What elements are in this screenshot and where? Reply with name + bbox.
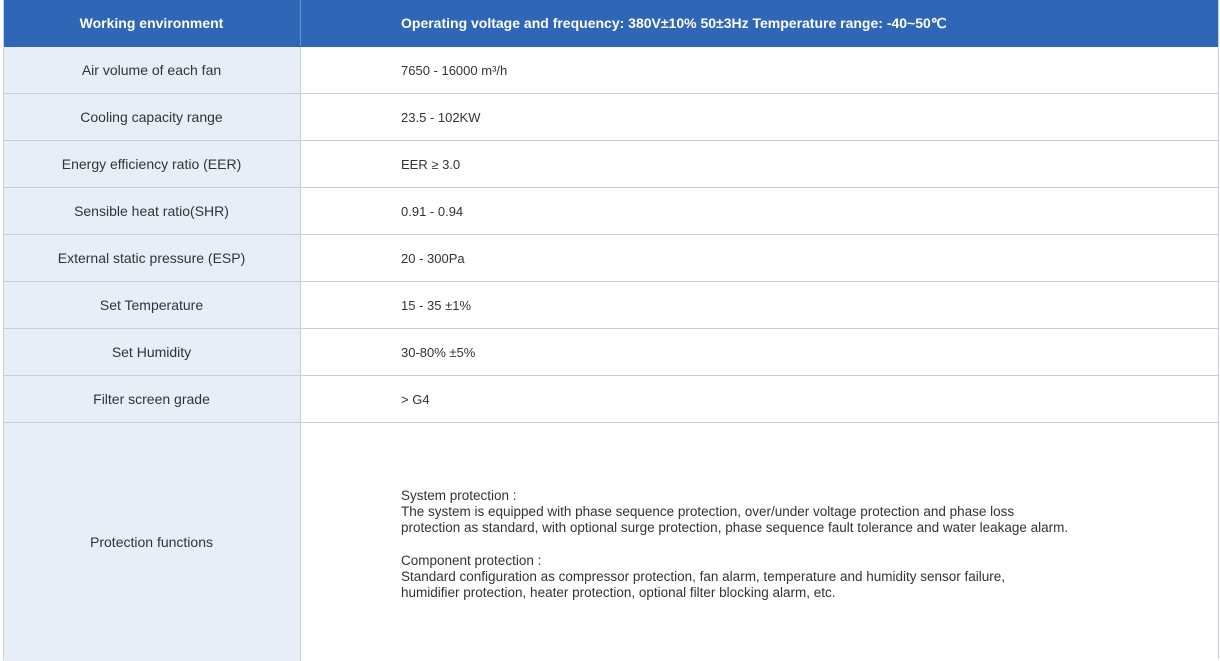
- row-value: 20 - 300Pa: [401, 250, 465, 266]
- row-label: Air volume of each fan: [3, 47, 301, 93]
- system-protection-title: System protection :: [401, 487, 517, 503]
- protection-value: System protection : The system is equipp…: [301, 423, 1219, 661]
- row-label: Energy efficiency ratio (EER): [3, 141, 301, 187]
- table-row: Energy efficiency ratio (EER) EER ≥ 3.0: [3, 141, 1219, 188]
- system-protection-line: protection as standard, with optional su…: [401, 519, 1069, 535]
- row-label: Set Temperature: [3, 282, 301, 328]
- row-value: 0.91 - 0.94: [401, 203, 464, 219]
- row-label: External static pressure (ESP): [3, 235, 301, 281]
- row-value: > G4: [401, 391, 430, 407]
- header-left-cell: Working environment: [3, 0, 301, 46]
- spec-table: Working environment Operating voltage an…: [3, 0, 1219, 661]
- component-protection-line: humidifier protection, heater protection…: [401, 584, 836, 600]
- row-label: Cooling capacity range: [3, 94, 301, 140]
- table-row: External static pressure (ESP) 20 - 300P…: [3, 235, 1219, 282]
- row-value: EER ≥ 3.0: [401, 156, 461, 172]
- table-row: Set Humidity 30-80% ±5%: [3, 329, 1219, 376]
- protection-label: Protection functions: [3, 423, 301, 661]
- protection-row: Protection functions System protection :…: [3, 423, 1219, 661]
- protection-text: System protection : The system is equipp…: [401, 484, 1068, 601]
- row-label: Filter screen grade: [3, 376, 301, 422]
- table-row: Filter screen grade > G4: [3, 376, 1219, 423]
- row-label: Set Humidity: [3, 329, 301, 375]
- table-row: Set Temperature 15 - 35 ±1%: [3, 282, 1219, 329]
- component-protection-line: Standard configuration as compressor pro…: [401, 568, 1006, 584]
- header-right-cell: Operating voltage and frequency: 380V±10…: [401, 14, 947, 31]
- row-label: Sensible heat ratio(SHR): [3, 188, 301, 234]
- row-value: 15 - 35 ±1%: [401, 297, 472, 313]
- component-protection-title: Component protection :: [401, 552, 542, 568]
- table-row: Cooling capacity range 23.5 - 102KW: [3, 94, 1219, 141]
- system-protection-line: The system is equipped with phase sequen…: [401, 503, 1015, 519]
- row-value: 7650 - 16000 m³/h: [401, 62, 508, 78]
- spacer: [401, 536, 1068, 553]
- table-header-row: Working environment Operating voltage an…: [3, 0, 1219, 47]
- table-row: Sensible heat ratio(SHR) 0.91 - 0.94: [3, 188, 1219, 235]
- table-row: Air volume of each fan 7650 - 16000 m³/h: [3, 47, 1219, 94]
- row-value: 30-80% ±5%: [401, 344, 476, 360]
- row-value: 23.5 - 102KW: [401, 109, 481, 125]
